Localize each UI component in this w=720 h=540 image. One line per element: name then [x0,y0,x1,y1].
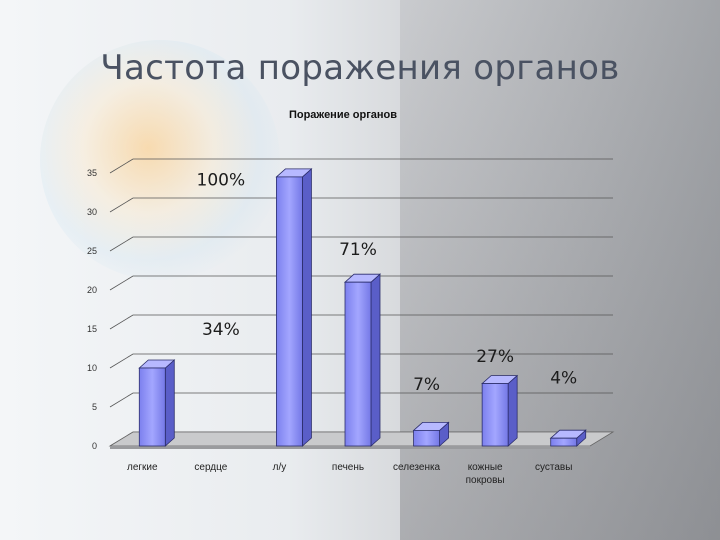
chart-floor-edge [110,446,590,449]
bar-front [413,429,440,447]
bar-6 [549,429,587,447]
slide-title: Частота поражения органов [100,48,620,88]
percent-label: 34% [202,320,240,340]
background-panel [400,0,720,540]
bar-front [276,176,303,447]
gridline [109,236,613,252]
bar-front [481,383,509,447]
percent-label: 4% [550,369,577,389]
x-category-label: л/у [273,462,287,473]
y-tick-label: 10 [87,363,97,373]
x-category-label: печень [332,462,364,473]
bar-2 [275,168,313,447]
bar-3 [343,273,382,447]
x-category-label: сердце [194,462,227,473]
chart-title: Поражение органов [289,109,397,121]
percent-labels: 34% 100% 71% 7% 27% 4% [197,170,578,394]
bar-side [370,273,381,447]
bar-front [344,281,372,447]
gridline [109,275,613,291]
bar-front [550,437,578,447]
x-category-label: кожные покровы [466,462,505,486]
bar-side [507,374,518,447]
x-axis-categories: легкие сердце л/у печень селезенка кожные покр… [127,462,572,486]
percent-label: 100% [197,170,246,190]
background-glow [40,40,280,280]
y-tick-label: 35 [87,168,97,178]
y-tick-label: 30 [87,207,97,217]
y-axis-ticks: 0 5 10 15 20 25 30 35 [87,168,97,451]
percent-label: 7% [413,375,440,395]
gridline [109,353,613,369]
y-tick-label: 0 [92,441,97,451]
x-category-label: селезенка [393,462,441,473]
bar-front [138,367,166,447]
gridline [109,392,613,408]
y-tick-label: 5 [92,402,97,412]
bar-5 [481,374,519,447]
y-tick-label: 15 [87,324,97,334]
bar-side [302,168,312,447]
gridline [109,158,613,174]
x-category-label: суставы [535,462,572,473]
gridline [109,314,613,330]
y-tick-label: 25 [87,246,97,256]
percent-label: 71% [339,240,377,260]
y-tick-label: 20 [87,285,97,295]
gridline [109,197,613,213]
bar-4 [412,421,450,447]
percent-label: 27% [476,347,514,367]
chart-bars [138,168,587,447]
bar-0 [138,359,176,447]
x-category-label: легкие [127,462,158,473]
bar-side [164,359,175,447]
